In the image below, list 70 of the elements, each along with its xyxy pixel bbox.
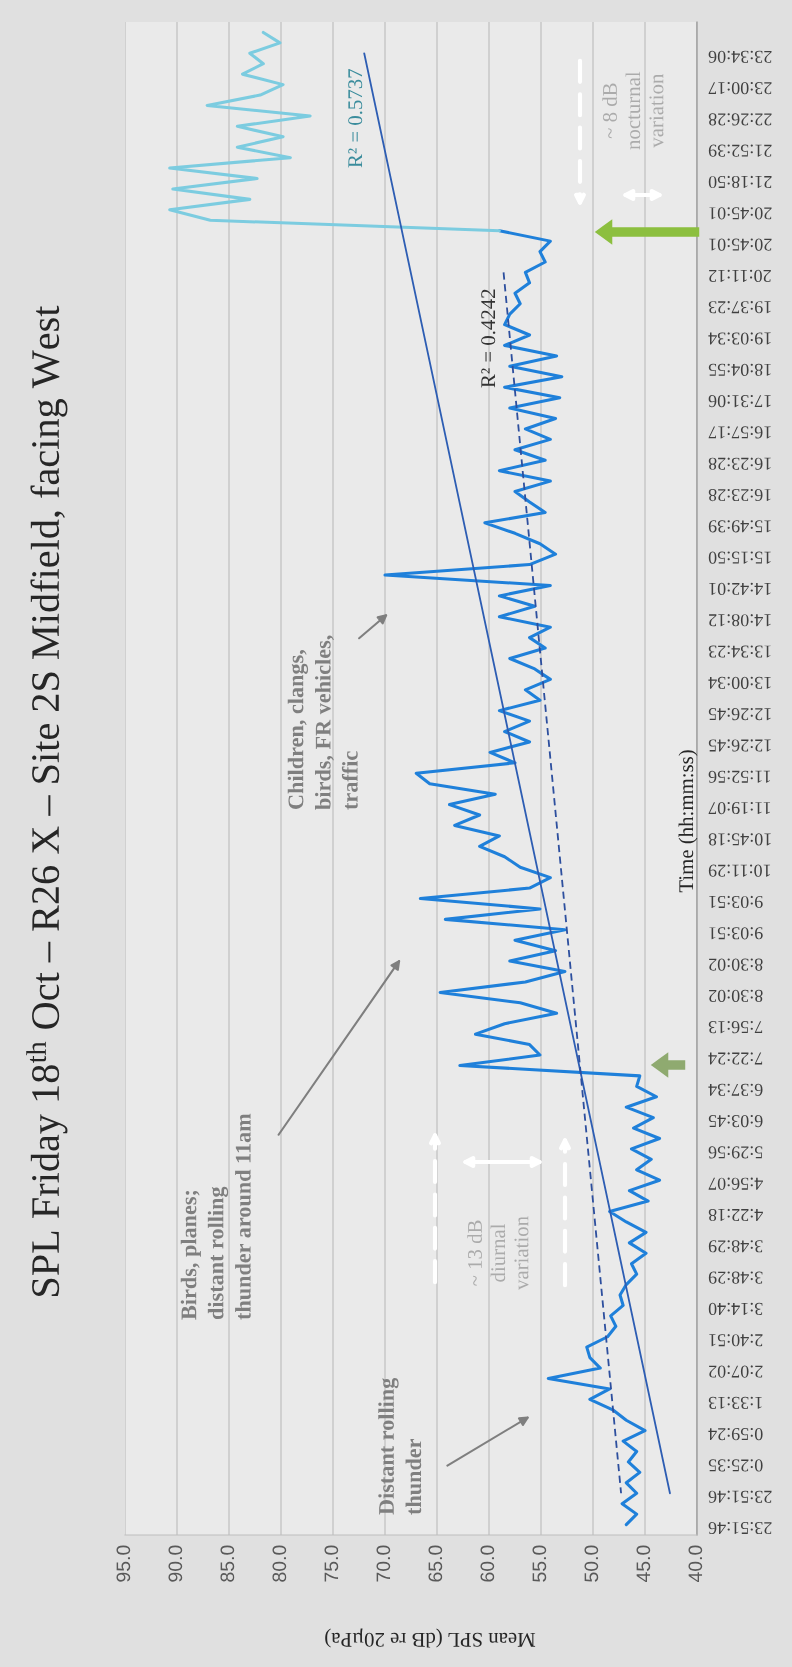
y-tick-label: 2:40:51: [709, 1334, 763, 1347]
x-tick-label: 75.0: [324, 1545, 339, 1582]
x-tick-label: 50.0: [584, 1545, 599, 1582]
y-tick-label: 3:48:29: [708, 1240, 763, 1253]
x-tick-label: 60.0: [480, 1545, 495, 1582]
y-tick-label: 10:45:18: [708, 833, 771, 846]
y-tick-label: 5:29:56: [708, 1146, 763, 1159]
y-tick-label: 6:03:45: [708, 1114, 763, 1128]
y-tick-label: 15:15:50: [708, 551, 771, 564]
y-tick-label: 17:31:06: [708, 394, 771, 408]
y-tick-label: 0:59:24: [708, 1427, 763, 1441]
y-tick-label: 14:42:01: [709, 582, 771, 596]
y-tick-label: 20:45:01: [709, 238, 772, 251]
y-tick-label: 10:11:29: [708, 864, 771, 877]
y-tick-label: 13:34:23: [708, 645, 771, 658]
annotation: ~ 8 dB nocturnal variation: [602, 71, 664, 150]
y-tick-label: 1:33:13: [708, 1396, 762, 1409]
x-tick-label: 65.0: [428, 1545, 443, 1582]
y-tick-label: 9:03:51: [709, 927, 763, 940]
annotation: R² = 0.4242: [481, 289, 496, 388]
y-tick-label: 20:11:12: [709, 269, 771, 283]
y-tick-label: 3:48:29: [708, 1271, 763, 1284]
y-tick-label: 23:51:46: [708, 1490, 772, 1503]
annotation: ~ 13 dB diurnal variation: [467, 1216, 529, 1290]
x-tick-label: 90.0: [168, 1545, 183, 1582]
y-tick-label: 4:56:07: [708, 1177, 763, 1190]
y-tick-label: 11:19:07: [708, 801, 771, 815]
annotation: Distant rolling thunder: [378, 1377, 422, 1515]
x-tick-label: 45.0: [636, 1545, 651, 1583]
x-axis-title: Mean SPL (dB re 20µPa): [325, 1628, 536, 1648]
y-tick-label: 7:56:13: [708, 1021, 763, 1034]
y-tick-label: 20:45:01: [709, 207, 772, 220]
y-tick-label: 0:25:35: [708, 1459, 763, 1472]
y-tick-label: 23:51:46: [708, 1521, 772, 1535]
y-tick-label: 15:49:39: [708, 520, 771, 533]
y-tick-label: 4:22:18: [708, 1208, 763, 1222]
annotation: R² = 0.5737: [348, 69, 363, 168]
y-tick-label: 19:03:34: [708, 332, 771, 345]
y-tick-label: 18:04:55: [708, 363, 771, 376]
x-tick-label: 55.0: [532, 1545, 547, 1582]
y-tick-label: 9:03:51: [709, 895, 763, 909]
y-tick-label: 2:07:02: [709, 1365, 763, 1378]
x-tick-label: 80.0: [272, 1545, 287, 1582]
x-tick-label: 40.0: [688, 1545, 703, 1583]
y-tick-label: 13:00:34: [708, 676, 771, 689]
y-tick-label: 23:00:17: [708, 81, 772, 95]
text: SPL Friday 18$^{th}$ Oct – R26 X – Site 2S Midfield, facing West: [26, 305, 68, 1296]
y-tick-label: 3:14:40: [708, 1302, 763, 1316]
y-tick-label: 16:23:28: [708, 457, 771, 470]
y-tick-label: 11:52:56: [708, 770, 771, 783]
y-tick-label: 21:18:50: [708, 175, 772, 189]
y-tick-label: 22:26:28: [708, 113, 772, 126]
x-tick-label: 85.0: [220, 1545, 235, 1582]
y-tick-label: 8:30:02: [709, 958, 763, 971]
y-tick-label: 14:08:12: [709, 614, 771, 627]
y-tick-label: 6:37:34: [708, 1083, 763, 1096]
annotation: Birds, planes; distant rolling thunder around 11am: [180, 1113, 251, 1320]
y-tick-label: 16:57:17: [708, 426, 771, 439]
y-axis-title: Time (hh:mm:ss): [678, 750, 698, 893]
y-tick-label: 12:26:45: [708, 708, 771, 721]
y-tick-label: 7:22:24: [708, 1052, 763, 1065]
y-tick-label: 23:34:06: [708, 50, 772, 63]
x-tick-label: 95.0: [116, 1545, 131, 1582]
y-tick-label: 16:23:28: [708, 488, 771, 502]
y-tick-label: 21:52:39: [708, 144, 772, 157]
y-tick-label: 19:37:23: [708, 301, 771, 314]
annotation: Children, clangs, birds, FR vehicles, traffic: [287, 635, 358, 810]
x-tick-label: 70.0: [376, 1545, 391, 1582]
y-tick-label: 12:26:45: [708, 739, 771, 752]
y-tick-label: 8:30:02: [709, 989, 763, 1002]
